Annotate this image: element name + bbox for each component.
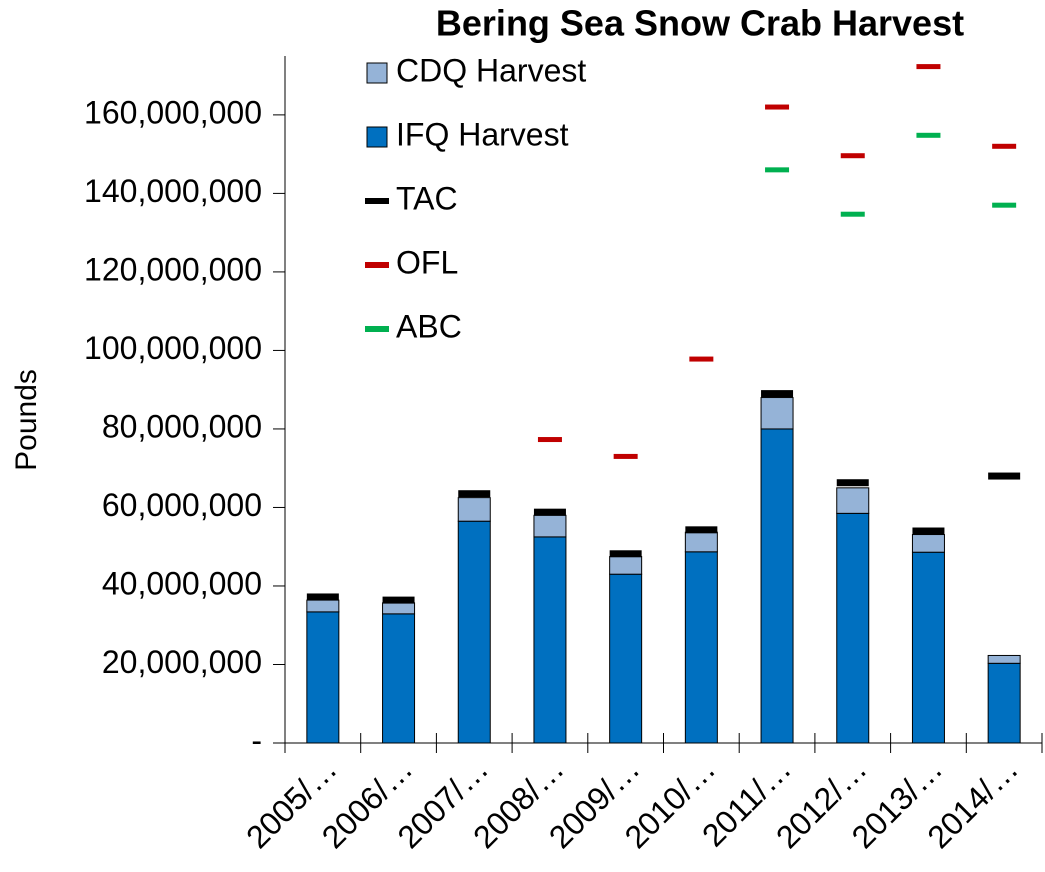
marker xyxy=(840,153,865,159)
legend-swatch xyxy=(365,198,389,204)
marker xyxy=(992,202,1017,208)
marker xyxy=(685,526,718,534)
bar-segment xyxy=(457,520,491,744)
bar-segment xyxy=(306,599,340,613)
y-tick-label: 60,000,000 xyxy=(102,487,262,523)
bar-segment xyxy=(457,497,491,522)
y-tick-label: 120,000,000 xyxy=(84,251,262,287)
marker xyxy=(306,593,339,601)
marker xyxy=(765,104,790,110)
bar-segment xyxy=(609,573,643,744)
legend-label: ABC xyxy=(396,308,462,344)
legend-swatch xyxy=(366,62,388,84)
marker xyxy=(765,167,790,173)
legend-label: OFL xyxy=(396,244,458,280)
marker xyxy=(912,527,945,535)
bar-segment xyxy=(987,662,1021,744)
marker xyxy=(836,479,869,487)
bar-segment xyxy=(382,613,416,744)
legend-label: TAC xyxy=(396,180,458,216)
y-axis-label: Pounds xyxy=(10,369,43,471)
marker xyxy=(988,472,1021,480)
y-tick-label: 140,000,000 xyxy=(84,173,262,209)
y-tick-label: 20,000,000 xyxy=(102,644,262,680)
legend-label: CDQ Harvest xyxy=(396,52,586,88)
marker xyxy=(537,437,562,443)
y-tick-label: 80,000,000 xyxy=(102,408,262,444)
marker xyxy=(689,356,714,362)
bar-segment xyxy=(306,611,340,744)
bar-segment xyxy=(382,602,416,615)
marker xyxy=(840,211,865,217)
bar-segment xyxy=(836,512,870,744)
bar-segment xyxy=(684,551,718,744)
legend-swatch xyxy=(365,326,389,332)
y-tick-label: 100,000,000 xyxy=(84,330,262,366)
y-tick-label: - xyxy=(251,722,262,758)
chart-title: Bering Sea Snow Crab Harvest xyxy=(436,3,964,44)
marker xyxy=(609,550,642,558)
marker xyxy=(382,596,415,604)
legend-label: IFQ Harvest xyxy=(396,116,569,152)
bar-segment xyxy=(609,556,643,575)
bar-segment xyxy=(760,428,794,744)
bar-segment xyxy=(911,534,945,553)
bar-segment xyxy=(533,536,567,744)
marker xyxy=(916,132,941,138)
marker xyxy=(761,390,794,398)
bar-segment xyxy=(760,397,794,430)
bar-segment xyxy=(987,654,1021,664)
marker xyxy=(458,490,491,498)
bar-segment xyxy=(911,551,945,744)
marker xyxy=(613,453,638,459)
marker xyxy=(533,508,566,516)
bar-segment xyxy=(836,487,870,514)
marker xyxy=(916,64,941,70)
bar-segment xyxy=(684,531,718,553)
bar-segment xyxy=(533,514,567,538)
y-tick-label: 160,000,000 xyxy=(84,94,262,130)
y-tick-label: 40,000,000 xyxy=(102,565,262,601)
legend-swatch xyxy=(365,262,389,268)
legend-swatch xyxy=(366,126,388,148)
marker xyxy=(992,143,1017,149)
